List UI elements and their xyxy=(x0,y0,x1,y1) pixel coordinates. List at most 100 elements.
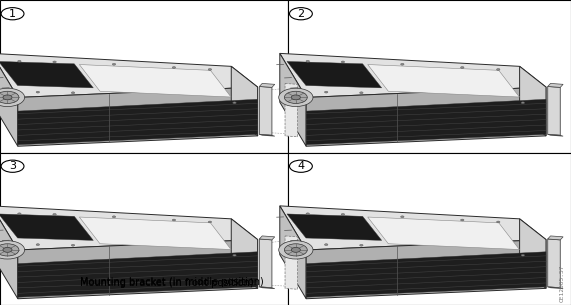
Polygon shape xyxy=(0,61,93,88)
Polygon shape xyxy=(259,287,275,289)
Circle shape xyxy=(360,92,363,94)
Polygon shape xyxy=(287,61,381,88)
Circle shape xyxy=(36,91,39,93)
Polygon shape xyxy=(548,87,560,135)
Circle shape xyxy=(233,254,236,256)
Circle shape xyxy=(71,244,75,246)
Circle shape xyxy=(497,221,500,223)
Circle shape xyxy=(306,213,309,215)
Polygon shape xyxy=(306,252,546,297)
Circle shape xyxy=(521,102,525,104)
Polygon shape xyxy=(306,240,546,299)
Circle shape xyxy=(53,61,57,63)
Polygon shape xyxy=(18,240,258,299)
Polygon shape xyxy=(285,83,297,137)
Circle shape xyxy=(172,219,176,221)
Circle shape xyxy=(36,244,39,246)
Bar xyxy=(288,0,571,152)
Polygon shape xyxy=(18,99,258,145)
Circle shape xyxy=(112,216,116,218)
Polygon shape xyxy=(259,83,275,87)
Polygon shape xyxy=(18,252,258,297)
Text: 2: 2 xyxy=(297,9,304,19)
Circle shape xyxy=(3,95,12,100)
Polygon shape xyxy=(287,214,381,240)
Circle shape xyxy=(461,66,464,68)
Polygon shape xyxy=(548,236,563,240)
Polygon shape xyxy=(231,66,258,136)
Circle shape xyxy=(1,160,24,172)
Polygon shape xyxy=(280,206,546,250)
Bar xyxy=(0,0,288,152)
Circle shape xyxy=(306,60,309,62)
Text: 4: 4 xyxy=(297,161,304,171)
Circle shape xyxy=(401,63,404,65)
Circle shape xyxy=(284,244,307,256)
Circle shape xyxy=(279,88,313,106)
Circle shape xyxy=(208,221,212,223)
Circle shape xyxy=(53,214,57,215)
Polygon shape xyxy=(79,65,231,97)
Polygon shape xyxy=(280,53,306,146)
Circle shape xyxy=(497,69,500,70)
Polygon shape xyxy=(306,87,546,146)
Polygon shape xyxy=(259,236,275,240)
Circle shape xyxy=(360,244,363,246)
Circle shape xyxy=(18,213,21,215)
Circle shape xyxy=(208,69,212,70)
Polygon shape xyxy=(0,206,18,299)
Polygon shape xyxy=(0,214,93,240)
Polygon shape xyxy=(520,66,546,136)
Polygon shape xyxy=(548,287,563,289)
Polygon shape xyxy=(259,134,275,136)
Circle shape xyxy=(0,88,25,106)
Circle shape xyxy=(291,95,300,100)
Bar xyxy=(288,152,571,305)
Polygon shape xyxy=(548,134,563,136)
Polygon shape xyxy=(0,206,258,250)
Polygon shape xyxy=(520,219,546,289)
Circle shape xyxy=(172,66,176,68)
Text: CE12605.57: CE12605.57 xyxy=(559,264,564,302)
Circle shape xyxy=(291,247,300,252)
Polygon shape xyxy=(0,53,258,98)
Polygon shape xyxy=(368,217,520,249)
Polygon shape xyxy=(18,87,258,146)
Circle shape xyxy=(0,91,19,103)
Circle shape xyxy=(521,254,525,256)
Polygon shape xyxy=(368,65,520,97)
Circle shape xyxy=(71,92,75,94)
Text: Mounting bracket (in middle position): Mounting bracket (in middle position) xyxy=(80,277,264,287)
Text: 3: 3 xyxy=(9,161,16,171)
Circle shape xyxy=(289,8,312,20)
Circle shape xyxy=(233,102,236,104)
Bar xyxy=(0,152,288,305)
Text: Mounting bracket (in front position): Mounting bracket (in front position) xyxy=(80,278,254,288)
Circle shape xyxy=(0,244,19,256)
Circle shape xyxy=(401,216,404,218)
Polygon shape xyxy=(231,219,258,289)
Circle shape xyxy=(461,219,464,221)
Circle shape xyxy=(112,63,116,65)
Polygon shape xyxy=(306,99,546,145)
Circle shape xyxy=(18,60,21,62)
Circle shape xyxy=(3,247,12,252)
Circle shape xyxy=(341,61,345,63)
Circle shape xyxy=(324,244,328,246)
Polygon shape xyxy=(259,87,272,135)
Polygon shape xyxy=(259,239,272,288)
Polygon shape xyxy=(280,206,306,299)
Polygon shape xyxy=(548,239,560,288)
Circle shape xyxy=(1,8,24,20)
Polygon shape xyxy=(548,83,563,87)
Polygon shape xyxy=(280,53,546,98)
Polygon shape xyxy=(79,217,231,249)
Circle shape xyxy=(0,241,25,259)
Polygon shape xyxy=(0,53,18,146)
Circle shape xyxy=(324,91,328,93)
Circle shape xyxy=(279,241,313,259)
Circle shape xyxy=(289,160,312,172)
Circle shape xyxy=(341,214,345,215)
Polygon shape xyxy=(285,236,297,289)
Circle shape xyxy=(284,91,307,103)
